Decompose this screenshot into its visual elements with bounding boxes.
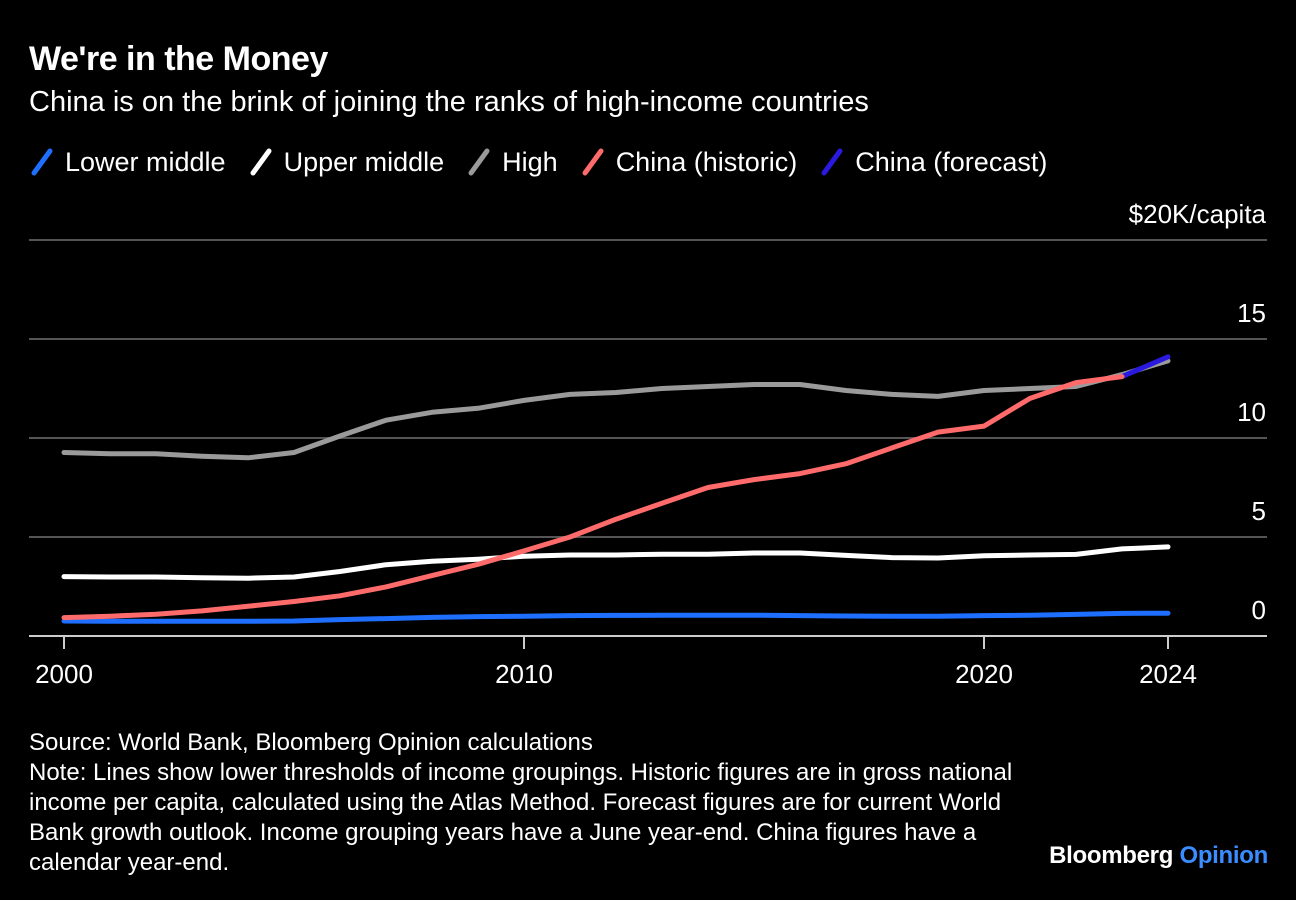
legend: Lower middle Upper middle High China (hi… bbox=[29, 146, 1069, 178]
series-line-high bbox=[61, 358, 1171, 461]
y-tick-label: 5 bbox=[1252, 496, 1266, 526]
x-tick-label: 2024 bbox=[1139, 659, 1197, 689]
legend-swatch-upper-middle bbox=[250, 148, 272, 176]
legend-item-china-forecast: China (forecast) bbox=[819, 146, 1047, 178]
brand-suffix: Opinion bbox=[1179, 842, 1268, 869]
brand-name: Bloomberg bbox=[1049, 842, 1174, 869]
legend-label: Upper middle bbox=[283, 146, 445, 177]
series-line-upper-middle bbox=[61, 544, 1171, 581]
legend-item-high: High bbox=[466, 146, 558, 178]
legend-swatch-lower-middle bbox=[31, 148, 53, 176]
legend-swatch-high bbox=[468, 148, 490, 176]
x-tick-label: 2000 bbox=[35, 659, 93, 689]
y-tick-label: 0 bbox=[1252, 595, 1266, 625]
legend-swatch-china-historic bbox=[582, 148, 604, 176]
chart-title: We're in the Money bbox=[29, 40, 328, 78]
chart-subtitle: China is on the brink of joining the ran… bbox=[29, 86, 869, 118]
legend-item-lower-middle: Lower middle bbox=[29, 146, 226, 178]
x-tick-label: 2020 bbox=[955, 659, 1013, 689]
legend-label: China (forecast) bbox=[855, 146, 1048, 177]
legend-label: High bbox=[502, 146, 558, 177]
series-line-china-historic bbox=[61, 374, 1125, 621]
brand-logo: Bloomberg Opinion bbox=[1049, 842, 1268, 870]
y-tick-label: $20K/capita bbox=[1129, 199, 1267, 229]
series-line-china-forecast bbox=[1119, 354, 1171, 380]
legend-label: China (historic) bbox=[615, 146, 798, 177]
legend-item-china-historic: China (historic) bbox=[580, 146, 798, 178]
y-tick-label: 15 bbox=[1237, 298, 1266, 328]
line-chart: 0 5 10 15 $20K/capita 2000 2010 2020 2024 bbox=[29, 199, 1267, 689]
legend-label: Lower middle bbox=[65, 146, 226, 177]
footer: Source: World Bank, Bloomberg Opinion ca… bbox=[29, 728, 1019, 878]
series-line-lower-middle bbox=[61, 610, 1171, 624]
source-note: Source: World Bank, Bloomberg Opinion ca… bbox=[29, 729, 593, 756]
y-tick-label: 10 bbox=[1237, 397, 1266, 427]
legend-item-upper-middle: Upper middle bbox=[248, 146, 445, 178]
legend-swatch-china-forecast bbox=[821, 148, 843, 176]
methodology-note: Note: Lines show lower thresholds of inc… bbox=[29, 759, 1013, 876]
x-tick-label: 2010 bbox=[495, 659, 553, 689]
